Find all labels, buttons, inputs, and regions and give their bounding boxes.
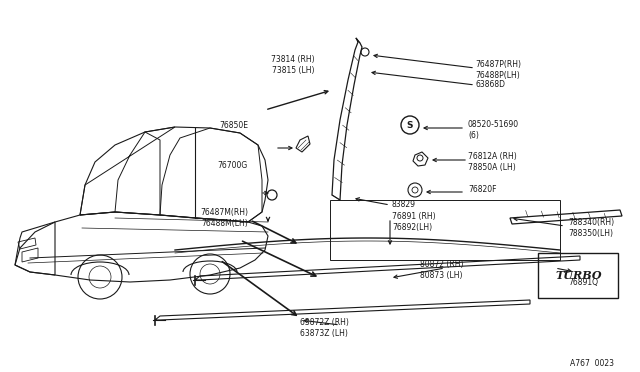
- Text: TURBO: TURBO: [555, 270, 602, 281]
- Text: 63868D: 63868D: [475, 80, 505, 89]
- Text: 08520-51690
(6): 08520-51690 (6): [468, 120, 519, 140]
- Text: 80872 (RH)
80873 (LH): 80872 (RH) 80873 (LH): [420, 260, 463, 280]
- Text: 788340(RH)
788350(LH): 788340(RH) 788350(LH): [568, 218, 614, 238]
- Text: 76812A (RH)
78850A (LH): 76812A (RH) 78850A (LH): [468, 152, 516, 172]
- Text: 63872Z (RH)
63873Z (LH): 63872Z (RH) 63873Z (LH): [300, 318, 349, 338]
- Text: 73814 (RH)
73815 (LH): 73814 (RH) 73815 (LH): [271, 55, 315, 75]
- Text: 76700G: 76700G: [218, 160, 248, 170]
- Text: 76891Q: 76891Q: [568, 278, 598, 287]
- Text: 76850E: 76850E: [219, 121, 248, 129]
- Text: 76487M(RH)
76488M(LH): 76487M(RH) 76488M(LH): [200, 208, 248, 228]
- Text: 76891 (RH)
76892(LH): 76891 (RH) 76892(LH): [392, 212, 436, 232]
- Text: 76820F: 76820F: [468, 185, 497, 194]
- Text: 76487P(RH)
76488P(LH): 76487P(RH) 76488P(LH): [475, 60, 521, 80]
- Text: S: S: [407, 121, 413, 129]
- Text: A767  0023: A767 0023: [570, 359, 614, 368]
- Text: 83829: 83829: [392, 200, 416, 209]
